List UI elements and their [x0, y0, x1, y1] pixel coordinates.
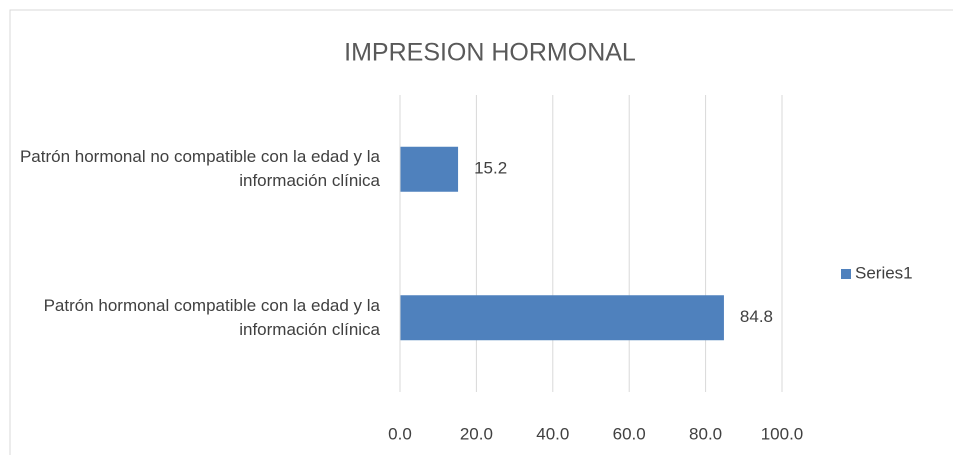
x-tick-label: 100.0	[761, 424, 804, 443]
chart-border	[9, 9, 953, 455]
data-label: 84.8	[740, 307, 773, 326]
y-tick-label: Patrón hormonal no compatible con la eda…	[19, 147, 380, 191]
legend-label: Series1	[855, 263, 913, 282]
x-tick-label: 40.0	[536, 424, 569, 443]
x-tick-label: 60.0	[613, 424, 646, 443]
x-tick-label: 0.0	[388, 424, 412, 443]
chart-title: IMPRESION HORMONAL	[344, 39, 636, 67]
bar	[400, 295, 724, 341]
legend-swatch	[841, 269, 851, 279]
data-label: 15.2	[474, 159, 507, 178]
x-tick-label: 80.0	[689, 424, 722, 443]
y-tick-label: Patrón hormonal compatible con la edad y…	[43, 295, 380, 339]
x-tick-label: 20.0	[460, 424, 493, 443]
bar	[400, 146, 459, 192]
